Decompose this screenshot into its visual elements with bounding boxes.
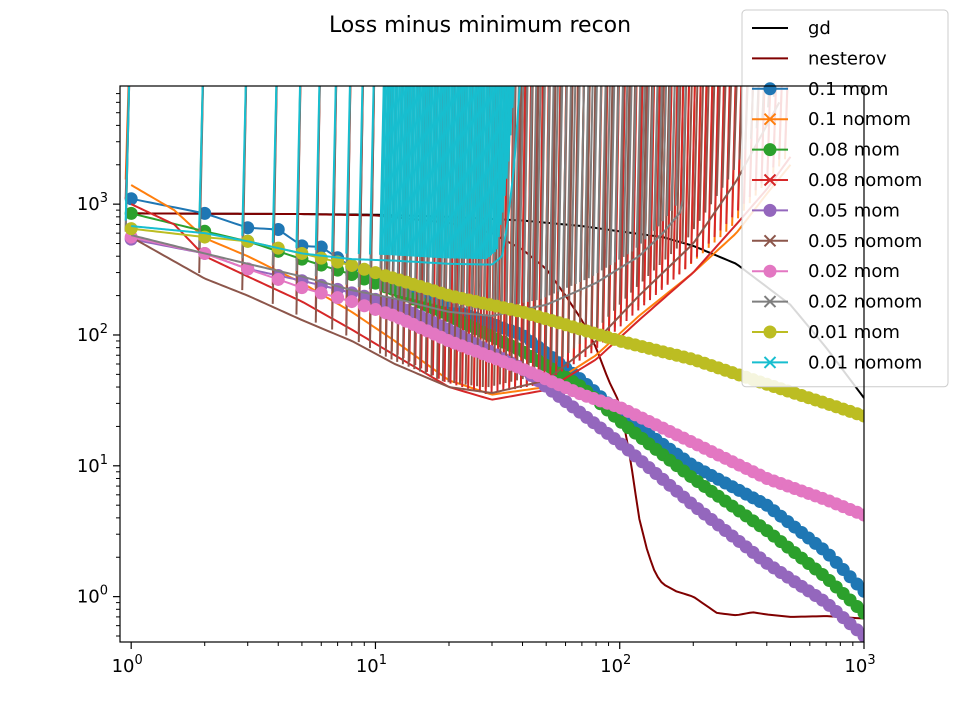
- data-point: [241, 221, 255, 235]
- legend-box: [741, 9, 949, 388]
- y-tick-label: 100: [77, 584, 108, 608]
- data-point: [314, 251, 328, 265]
- data-point: [314, 286, 328, 300]
- series-0_01-nomom: [86, 1, 521, 266]
- legend-entry: 0.05 nomom: [752, 231, 922, 252]
- series-line: [130, 156, 792, 401]
- plot-frame: [119, 85, 865, 643]
- data-point: [857, 508, 864, 522]
- legend-label: 0.02 nomom: [808, 292, 922, 313]
- legend-marker: [763, 356, 777, 369]
- data-point: [126, 1, 204, 205]
- data-point: [261, 1, 399, 261]
- data-point: [199, 1, 233, 234]
- legend-label: 0.01 nomom: [808, 352, 922, 373]
- data-point: [331, 255, 345, 269]
- legend-entry: 0.02 nomom: [752, 292, 922, 313]
- series-line: [130, 101, 781, 394]
- legend-label: nesterov: [808, 48, 887, 69]
- legend-entry: 0.01 nomom: [752, 352, 922, 373]
- x-tick-label: 102: [600, 653, 631, 677]
- data-point: [857, 584, 864, 598]
- legend-marker: [763, 264, 777, 278]
- data-point: [199, 1, 238, 239]
- legend-label: 0.1 nomom: [808, 109, 911, 130]
- data-point: [256, 1, 322, 256]
- data-point: [126, 1, 226, 227]
- data-point: [242, 1, 295, 296]
- series-0_02-mom: [124, 230, 864, 522]
- data-point: [857, 629, 864, 642]
- data-point: [857, 606, 864, 620]
- y-tick-label: 102: [77, 322, 108, 346]
- data-point: [298, 1, 390, 298]
- legend-entry: 0.01 mom: [752, 322, 900, 343]
- data-point: [331, 291, 345, 305]
- data-point: [124, 206, 138, 220]
- legend-entry: 0.08 mom: [752, 140, 900, 161]
- series-line: [130, 86, 687, 317]
- data-point: [857, 409, 864, 423]
- x-tick-label: 103: [844, 653, 875, 677]
- legend-marker: [763, 173, 777, 187]
- plot-area: [86, 1, 864, 642]
- data-point: [295, 281, 309, 295]
- legend-label: 0.05 nomom: [808, 231, 922, 252]
- legend-entry: nesterov: [752, 48, 887, 69]
- legend-label: 0.02 mom: [808, 261, 900, 282]
- data-point: [126, 1, 185, 186]
- legend-label: 0.08 nomom: [808, 170, 922, 191]
- x-tick-label: 101: [356, 653, 387, 677]
- legend-marker: [763, 325, 777, 339]
- legend-marker: [763, 203, 777, 217]
- series-line: [131, 86, 521, 266]
- data-point: [253, 1, 301, 254]
- x-axis: 100 101 102 103: [112, 642, 876, 677]
- data-point: [357, 262, 371, 276]
- legend-label: 0.01 mom: [808, 322, 900, 343]
- y-tick-label: 101: [77, 453, 108, 477]
- series-0_08-nomom: [126, 1, 791, 400]
- data-point: [286, 1, 337, 287]
- legend-marker: [763, 234, 777, 248]
- legend-entry: 0.08 nomom: [752, 170, 922, 191]
- legend-entry: gd: [752, 18, 831, 39]
- legend: gd nesterov 0.1 mom 0.1 nomom 0.08 mom 0.08 n…: [741, 9, 949, 388]
- legend-label: 0.08 mom: [808, 140, 900, 161]
- legend-entry: 0.02 mom: [752, 261, 900, 282]
- legend-marker: [763, 112, 777, 126]
- legend-marker: [763, 82, 777, 96]
- legend-label: 0.1 mom: [808, 79, 888, 100]
- data-point: [198, 206, 212, 220]
- data-point: [124, 222, 138, 236]
- data-point: [357, 299, 371, 313]
- series-line: [131, 212, 864, 620]
- legend-label: 0.05 mom: [808, 200, 900, 221]
- data-point: [261, 1, 396, 261]
- legend-label: gd: [808, 18, 831, 39]
- y-tick-label: 103: [77, 191, 108, 215]
- series-0_05-nomom: [102, 1, 779, 393]
- legend-marker: [763, 295, 777, 308]
- y-axis: 100 101 102 103: [77, 93, 120, 637]
- data-point: [248, 1, 278, 249]
- data-point: [261, 1, 397, 261]
- data-point: [271, 272, 285, 286]
- legend-marker: [763, 143, 777, 157]
- chart-title: Loss minus minimum recon: [329, 13, 631, 38]
- series-0_02-nomom: [126, 1, 687, 317]
- data-point: [260, 1, 385, 261]
- data-point: [260, 1, 387, 261]
- data-point: [345, 258, 359, 272]
- series-nesterov: [131, 212, 864, 620]
- data-point: [345, 295, 359, 309]
- legend-entry: 0.1 nomom: [752, 109, 911, 130]
- legend-entry: 0.05 mom: [752, 200, 900, 221]
- x-tick-label: 100: [112, 653, 143, 677]
